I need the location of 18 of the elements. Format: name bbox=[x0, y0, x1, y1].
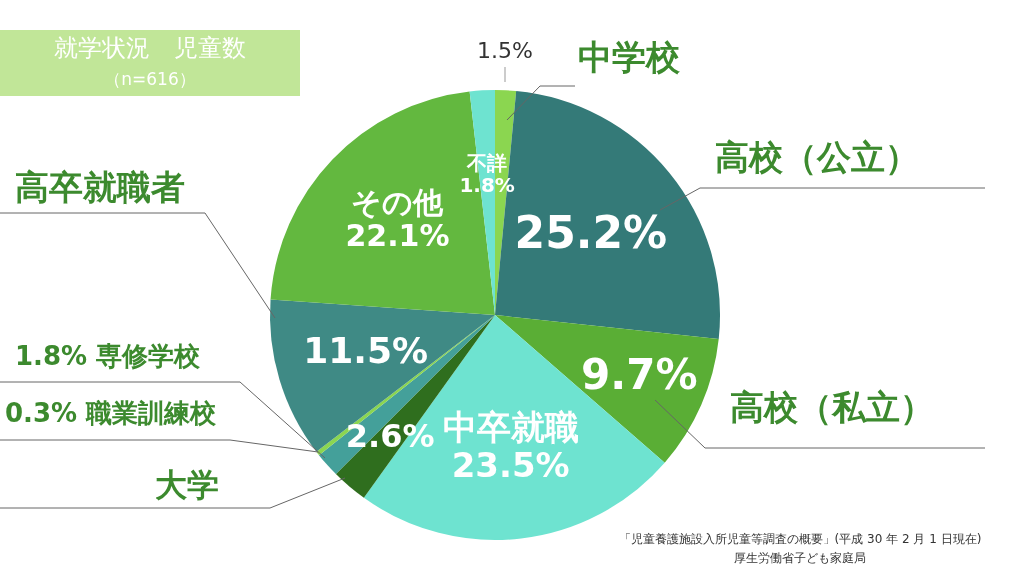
data-label: 25.2% bbox=[514, 207, 668, 259]
slice-label: その他 bbox=[351, 184, 445, 220]
slice-label: 中学校 bbox=[578, 36, 681, 77]
data-label: 1.5% bbox=[477, 37, 533, 63]
data-label: 11.5% bbox=[303, 330, 429, 372]
text: 「児童養護施設入所児童等調査の概要」(平成 30 年 2 月 1 日現在) bbox=[617, 531, 983, 548]
text: （n=616） bbox=[103, 68, 197, 91]
data-label: 9.7% bbox=[581, 349, 698, 399]
slice-label: 高校（私立） bbox=[730, 386, 934, 427]
chart-title: 就学状況 児童数 bbox=[53, 33, 247, 64]
slice-label: 高校（公立） bbox=[715, 136, 919, 177]
data-label: 1.8% bbox=[15, 340, 88, 371]
slice-label: 専修学校 bbox=[95, 340, 202, 371]
slice-label: 高卒就職者 bbox=[15, 166, 185, 207]
text: 厚生労働省子ども家庭局 bbox=[733, 550, 867, 567]
slice-label: 大学 bbox=[155, 466, 219, 505]
slice-label: 職業訓練校 bbox=[85, 397, 218, 428]
data-label: 0.3% bbox=[5, 397, 78, 428]
